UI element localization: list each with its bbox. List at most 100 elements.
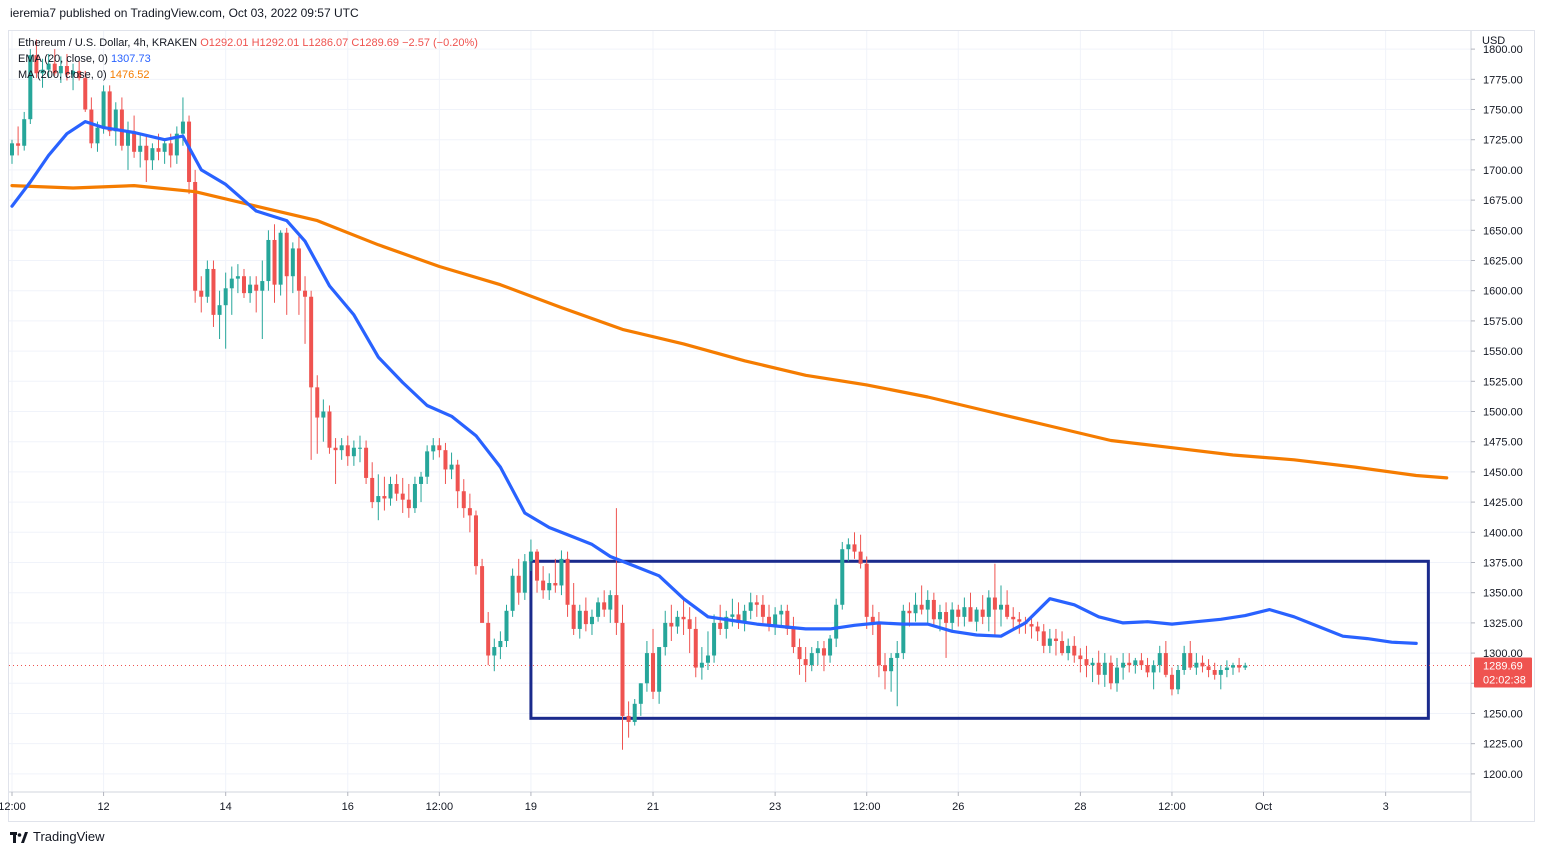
candle-body	[876, 622, 881, 666]
candle-body	[1145, 665, 1150, 673]
chart-frame	[8, 30, 1535, 822]
legend-ema-row[interactable]: EMA (20, close, 0) 1307.73	[18, 51, 478, 67]
candle	[528, 539, 533, 571]
candle-body	[327, 411, 332, 448]
candle	[28, 49, 33, 125]
candle-body	[64, 66, 69, 75]
candle-body	[400, 493, 405, 500]
candle-body	[1047, 638, 1052, 646]
candle	[321, 399, 326, 442]
candle	[388, 476, 393, 506]
candle-body	[101, 91, 106, 128]
candle	[473, 510, 478, 575]
candle	[1108, 655, 1113, 690]
candle-body	[919, 604, 924, 610]
time-tick-label: 28	[1074, 801, 1086, 813]
candle-body	[40, 69, 45, 74]
candle	[889, 653, 894, 692]
gridlines	[9, 31, 1471, 792]
legend-ma-row[interactable]: MA (200, close, 0) 1476.52	[18, 67, 478, 83]
tradingview-logo-icon	[10, 831, 28, 843]
candle	[1096, 650, 1101, 685]
candle	[498, 631, 503, 660]
candle	[516, 558, 521, 605]
candle	[913, 592, 918, 622]
price-tick-label: 1775.00	[1483, 74, 1523, 86]
candle	[815, 641, 820, 666]
candle-body	[828, 638, 833, 656]
candle	[687, 607, 692, 654]
candle-body	[412, 483, 417, 509]
candle-body	[571, 604, 576, 629]
candle-body	[1084, 659, 1089, 666]
candle-body	[577, 610, 582, 629]
candle	[64, 53, 69, 81]
candle	[657, 647, 662, 704]
candle-body	[785, 610, 790, 629]
candle	[907, 602, 912, 627]
candle	[840, 541, 845, 610]
currency-label: USD	[1482, 35, 1505, 47]
countdown-label: 02:02:38	[1483, 675, 1526, 687]
candle-body	[1157, 653, 1162, 666]
candle	[925, 590, 930, 623]
price-axis: 1200.001225.001250.001275.001300.001325.…	[1470, 31, 1532, 821]
footer-brand[interactable]: TradingView	[10, 829, 105, 844]
candle-body	[883, 665, 888, 672]
candle	[1084, 645, 1089, 678]
candle-body	[217, 305, 222, 315]
candle	[290, 242, 295, 294]
candle	[480, 558, 485, 623]
candle-body	[345, 445, 350, 457]
candle	[1188, 641, 1193, 670]
candle	[596, 597, 601, 622]
candle-body	[1102, 662, 1107, 675]
candle-body	[962, 607, 967, 617]
candle	[1133, 657, 1138, 674]
candle-body	[999, 604, 1004, 610]
candle	[205, 260, 210, 303]
candle	[486, 612, 491, 666]
candle	[144, 136, 149, 182]
candle	[999, 585, 1004, 627]
candle-body	[199, 290, 204, 297]
price-tick-label: 1225.00	[1483, 739, 1523, 751]
candle-body	[1072, 645, 1077, 656]
price-tick-label: 1600.00	[1483, 286, 1523, 298]
time-tick-label: 12	[97, 801, 109, 813]
candle-body	[1078, 655, 1083, 660]
candle	[1005, 590, 1010, 620]
ohlc-high: H1292.01	[251, 37, 300, 49]
candle	[577, 604, 582, 639]
candle-body	[107, 91, 112, 132]
candle-body	[821, 648, 826, 656]
candle	[187, 115, 192, 195]
candle-body	[303, 290, 308, 297]
candle-body	[235, 276, 240, 279]
candle-body	[754, 602, 759, 605]
candle	[852, 532, 857, 559]
candle	[174, 126, 179, 164]
candle-body	[480, 566, 485, 623]
candle-body	[925, 599, 930, 610]
candle	[1176, 665, 1181, 695]
price-tick-label: 1200.00	[1483, 769, 1523, 781]
candle	[846, 538, 851, 562]
candle	[1194, 653, 1199, 675]
candle-body	[742, 610, 747, 623]
candle-body	[278, 232, 283, 285]
candle-body	[419, 476, 424, 484]
candle-body	[730, 614, 735, 617]
symbol-label[interactable]: Ethereum / U.S. Dollar, 4h, KRAKEN	[18, 37, 198, 49]
candle	[266, 230, 271, 291]
time-tick-label: 14	[220, 801, 232, 813]
candle-body	[1060, 641, 1065, 654]
candle	[425, 445, 430, 484]
legend-symbol-row: Ethereum / U.S. Dollar, 4h, KRAKEN O1292…	[18, 35, 478, 51]
candle-body	[266, 239, 271, 282]
candle-body	[333, 447, 338, 451]
candle	[754, 595, 759, 617]
candle	[406, 483, 411, 518]
candle-body	[229, 278, 234, 289]
